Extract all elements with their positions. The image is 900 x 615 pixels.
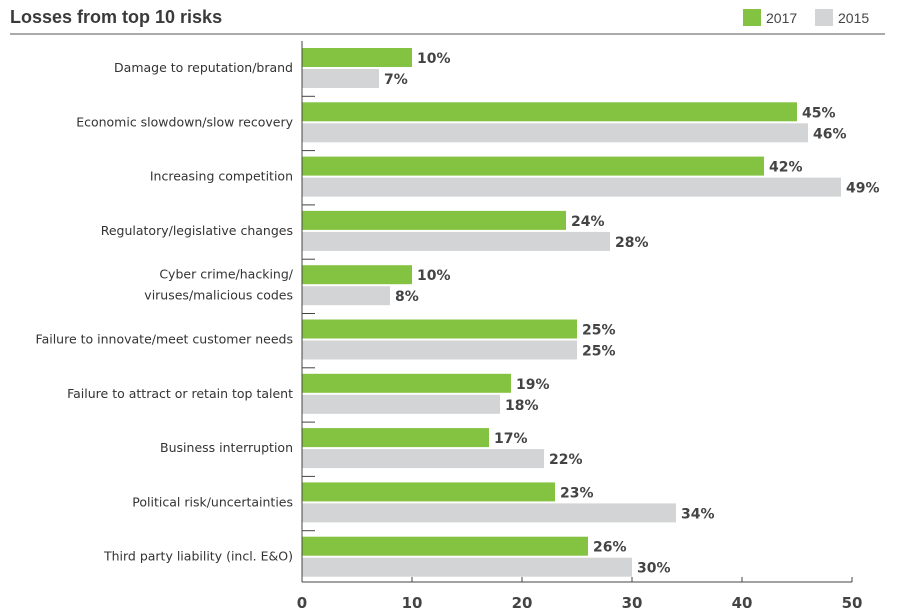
bar-2015: [302, 503, 676, 523]
data-label-2017: 17%: [494, 431, 528, 447]
bar-2015: [302, 286, 390, 306]
x-tick-label: 20: [512, 594, 533, 612]
bar-2017: [302, 319, 577, 339]
bar-2017: [302, 373, 511, 393]
bar-2015: [302, 340, 577, 360]
data-label-2015: 7%: [384, 72, 408, 88]
data-label-2015: 28%: [615, 235, 649, 251]
bar-2017: [302, 102, 797, 122]
plot-area: 10% 7% Damage to reputation/brand 45% 46% Eco…: [36, 41, 880, 612]
bar-2015: [302, 449, 544, 469]
bar-2015: [302, 231, 610, 251]
x-tick-label: 10: [402, 594, 423, 612]
data-label-2015: 46%: [813, 126, 847, 142]
legend-label-2015: 2015: [838, 10, 869, 26]
legend-swatch-2015: [815, 9, 833, 26]
bar-2017: [302, 536, 588, 556]
category-label: Economic slowdown/slow recovery: [76, 114, 293, 129]
data-label-2015: 22%: [549, 452, 583, 468]
bar-2017: [302, 48, 412, 67]
bar-2017: [302, 482, 555, 502]
data-label-2017: 10%: [417, 268, 451, 284]
category-label: Regulatory/legislative changes: [101, 223, 293, 238]
category-label: Cyber crime/hacking/: [159, 267, 293, 282]
data-label-2017: 10%: [417, 51, 451, 67]
data-label-2017: 19%: [516, 377, 550, 393]
category-label: Business interruption: [160, 440, 293, 455]
category-label: Increasing competition: [150, 169, 293, 184]
bar-2015: [302, 394, 500, 414]
bar-2015: [302, 123, 808, 143]
category-label: viruses/malicious codes: [144, 288, 293, 303]
data-label-2015: 49%: [846, 181, 880, 197]
category-label: Failure to attract or retain top talent: [67, 386, 293, 401]
legend-label-2017: 2017: [766, 10, 797, 26]
category-label: Third party liability (incl. E&O): [103, 549, 293, 564]
data-label-2015: 25%: [582, 344, 616, 360]
bar-2017: [302, 210, 566, 230]
x-tick-label: 30: [622, 594, 643, 612]
data-label-2017: 25%: [582, 323, 616, 339]
bar-2017: [302, 265, 412, 285]
data-label-2017: 23%: [560, 485, 594, 501]
chart-title: Losses from top 10 risks: [10, 7, 222, 27]
x-tick-label: 0: [297, 594, 307, 612]
bar-2017: [302, 428, 489, 448]
data-label-2015: 18%: [505, 398, 539, 414]
data-label-2017: 24%: [571, 214, 605, 230]
x-tick-label: 50: [842, 594, 863, 612]
data-label-2017: 26%: [593, 540, 627, 556]
bar-2015: [302, 177, 841, 197]
legend-swatch-2017: [743, 9, 761, 26]
category-label: Failure to innovate/meet customer needs: [36, 332, 293, 347]
category-label: Damage to reputation/brand: [114, 60, 293, 75]
data-label-2017: 42%: [769, 160, 803, 176]
data-label-2015: 30%: [637, 561, 671, 577]
data-label-2017: 45%: [802, 105, 836, 121]
legend: 2017 2015: [743, 9, 869, 26]
category-label: Political risk/uncertainties: [132, 494, 293, 509]
bar-2017: [302, 156, 764, 176]
x-tick-label: 40: [732, 594, 753, 612]
data-label-2015: 34%: [681, 506, 715, 522]
data-label-2015: 8%: [395, 289, 419, 305]
bar-2015: [302, 557, 632, 577]
bar-2015: [302, 69, 379, 88]
